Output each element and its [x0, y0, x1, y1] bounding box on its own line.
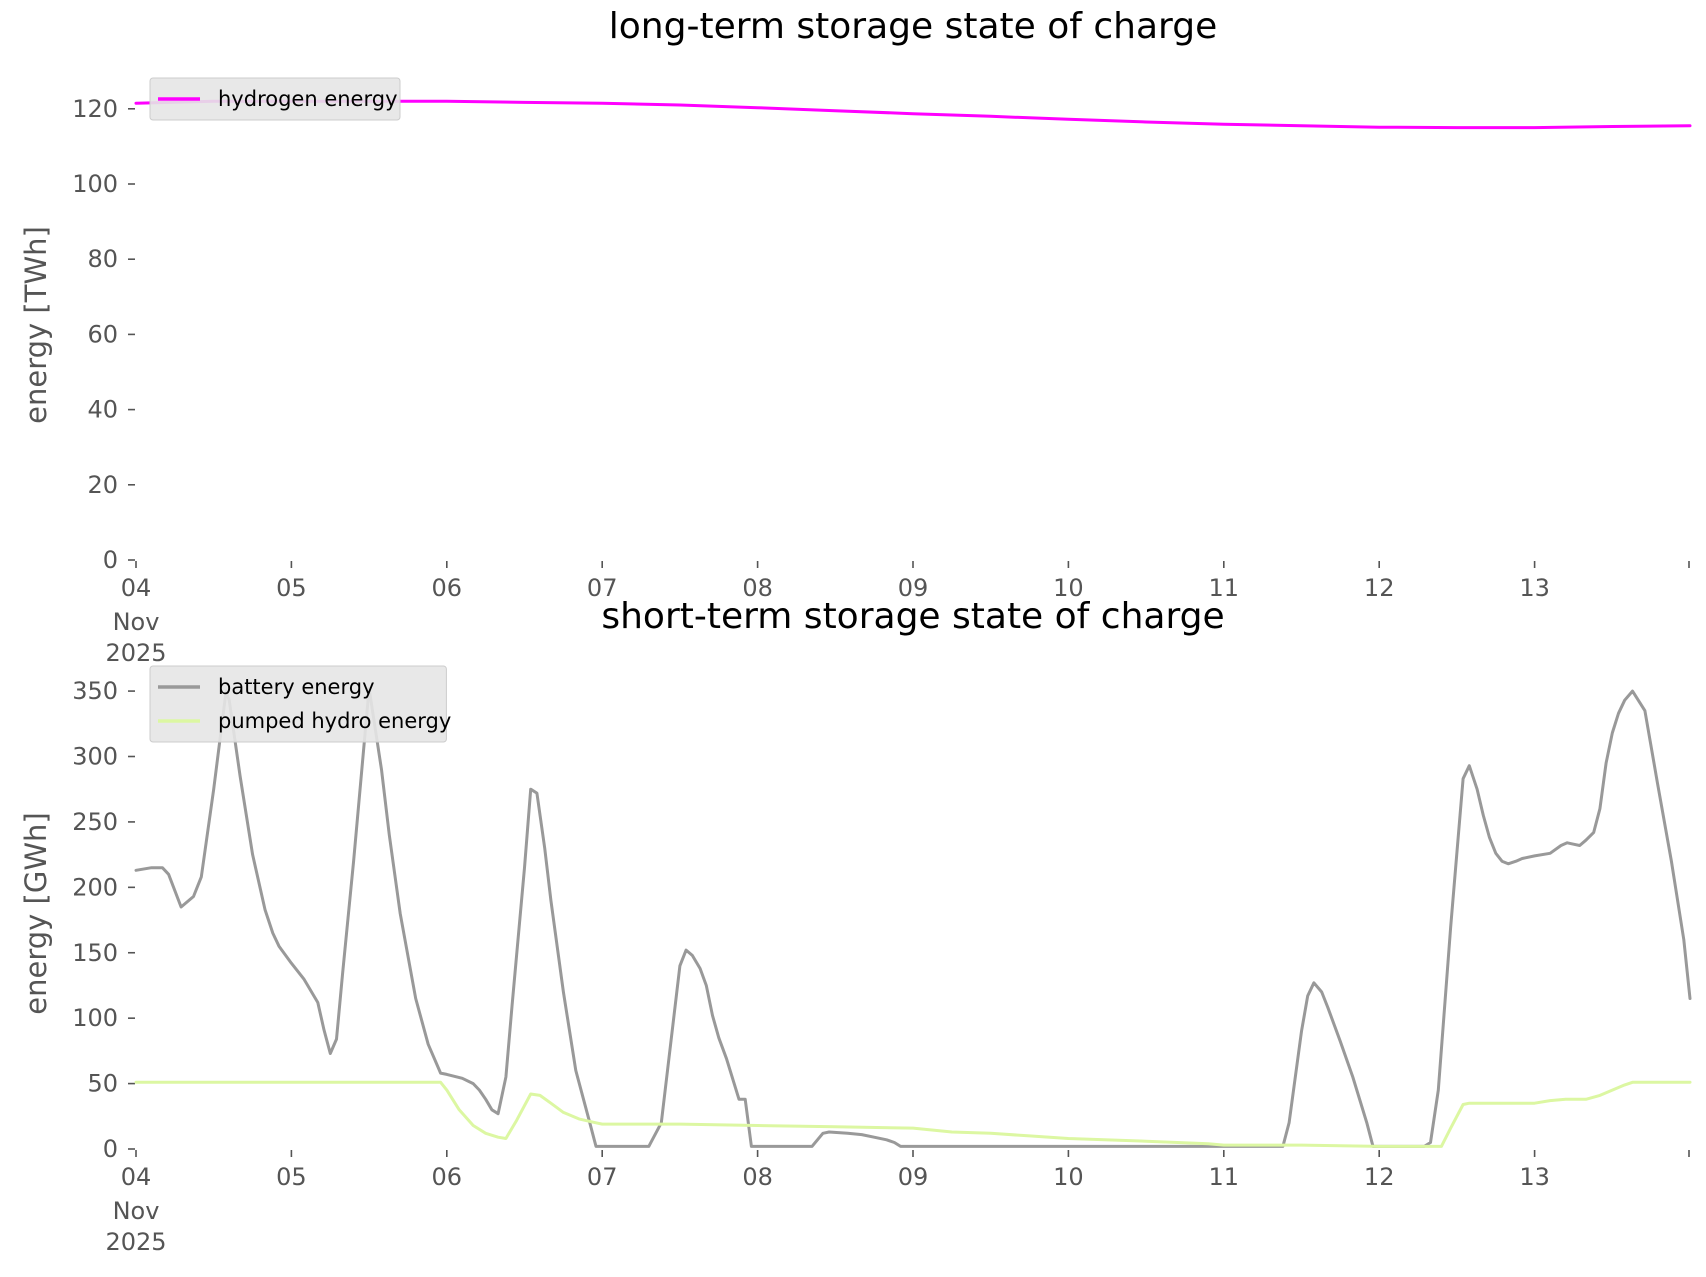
y-tick-label: 300	[72, 743, 118, 771]
y-axis-ticks: 0 50 100 150 200 250 300 350	[72, 677, 135, 1163]
x-tick-label: 13	[1519, 574, 1550, 602]
legend-label: battery energy	[218, 675, 375, 699]
y-tick-label: 120	[72, 95, 118, 123]
series-line	[134, 687, 1692, 1148]
y-tick-label: 100	[72, 1004, 118, 1032]
x-tick-label: 06	[432, 1163, 463, 1191]
y-tick-label: 350	[72, 677, 118, 705]
x-axis-ticks: 04 05 06 07 08 09 10 11 12 13 Nov 2025	[105, 1150, 1690, 1256]
x-tick-label: 12	[1364, 1163, 1395, 1191]
x-tick-label: 09	[898, 574, 929, 602]
x-axis-ticks: 04 05 06 07 08 09 10 11 12 13 Nov 2025	[105, 561, 1690, 667]
x-tick-label: 04	[121, 574, 152, 602]
x-tick-sublabel: Nov	[113, 1197, 160, 1225]
x-tick-label: 11	[1209, 1163, 1240, 1191]
y-tick-label: 40	[87, 396, 118, 424]
x-tick-label: 06	[432, 574, 463, 602]
y-tick-label: 0	[103, 1135, 118, 1163]
x-tick-label: 07	[587, 574, 618, 602]
x-tick-sublabel: 2025	[105, 639, 166, 667]
legend-label: hydrogen energy	[218, 87, 398, 111]
x-tick-sublabel: 2025	[105, 1228, 166, 1256]
y-axis-label: energy [GWh]	[19, 812, 53, 1014]
series-line	[134, 1080, 1692, 1148]
chart-title: short-term storage state of charge	[601, 596, 1224, 637]
y-tick-label: 80	[87, 245, 118, 273]
y-tick-label: 100	[72, 170, 118, 198]
x-tick-label: 12	[1364, 574, 1395, 602]
chart-title: long-term storage state of charge	[609, 6, 1217, 47]
y-tick-label: 150	[72, 939, 118, 967]
x-tick-label: 10	[1053, 1163, 1084, 1191]
x-tick-label: 05	[276, 1163, 307, 1191]
y-tick-label: 0	[103, 546, 118, 574]
x-tick-label: 07	[587, 1163, 618, 1191]
legend: battery energy pumped hydro energy	[149, 665, 451, 743]
x-tick-label: 09	[898, 1163, 929, 1191]
y-axis-ticks: 0 20 40 60 80 100 120	[72, 95, 135, 574]
y-tick-label: 20	[87, 471, 118, 499]
x-tick-label: 11	[1209, 574, 1240, 602]
x-tick-label: 08	[742, 1163, 773, 1191]
legend-box	[149, 77, 401, 121]
legend-label: pumped hydro energy	[218, 709, 451, 733]
y-tick-label: 200	[72, 873, 118, 901]
x-tick-label: 08	[742, 574, 773, 602]
series-lines	[134, 687, 1692, 1148]
short-term-storage-chart: short-term storage state of charge energ…	[19, 596, 1692, 1256]
x-tick-label: 13	[1519, 1163, 1550, 1191]
x-tick-label: 10	[1053, 574, 1084, 602]
x-tick-label: 04	[121, 1163, 152, 1191]
x-tick-sublabel: Nov	[113, 608, 160, 636]
y-tick-label: 250	[72, 808, 118, 836]
legend: hydrogen energy	[149, 77, 401, 121]
x-tick-label: 05	[276, 574, 307, 602]
long-term-storage-chart: long-term storage state of charge energy…	[19, 6, 1692, 667]
y-tick-label: 60	[87, 320, 118, 348]
y-tick-label: 50	[87, 1070, 118, 1098]
legend-box	[149, 665, 447, 743]
y-axis-label: energy [TWh]	[19, 226, 53, 424]
